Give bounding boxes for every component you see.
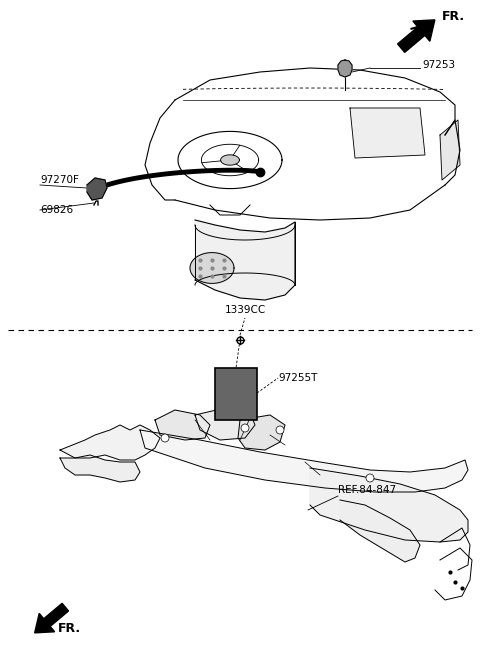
Polygon shape [350, 108, 425, 158]
Polygon shape [60, 425, 160, 460]
Circle shape [276, 426, 284, 434]
Polygon shape [340, 500, 420, 562]
Text: 69826: 69826 [40, 205, 73, 215]
Text: REF.84-847: REF.84-847 [338, 485, 396, 495]
Polygon shape [60, 455, 140, 482]
Polygon shape [397, 20, 435, 53]
Polygon shape [195, 220, 295, 300]
Polygon shape [87, 178, 107, 200]
Circle shape [366, 474, 374, 482]
Circle shape [161, 434, 169, 442]
Polygon shape [140, 430, 468, 492]
Polygon shape [190, 252, 234, 283]
Text: FR.: FR. [58, 622, 81, 635]
Polygon shape [155, 410, 210, 440]
Polygon shape [310, 468, 468, 542]
Text: 97253: 97253 [422, 60, 455, 70]
Text: 97270F: 97270F [40, 175, 79, 185]
Circle shape [241, 424, 249, 432]
Polygon shape [195, 408, 255, 440]
Polygon shape [338, 60, 352, 77]
Bar [215, 368, 257, 420]
Text: 1339CC: 1339CC [224, 305, 265, 315]
Polygon shape [238, 415, 285, 450]
Polygon shape [221, 155, 240, 165]
Polygon shape [35, 603, 69, 633]
Polygon shape [440, 120, 460, 180]
Text: FR.: FR. [442, 11, 465, 24]
Text: 97255T: 97255T [278, 373, 317, 383]
